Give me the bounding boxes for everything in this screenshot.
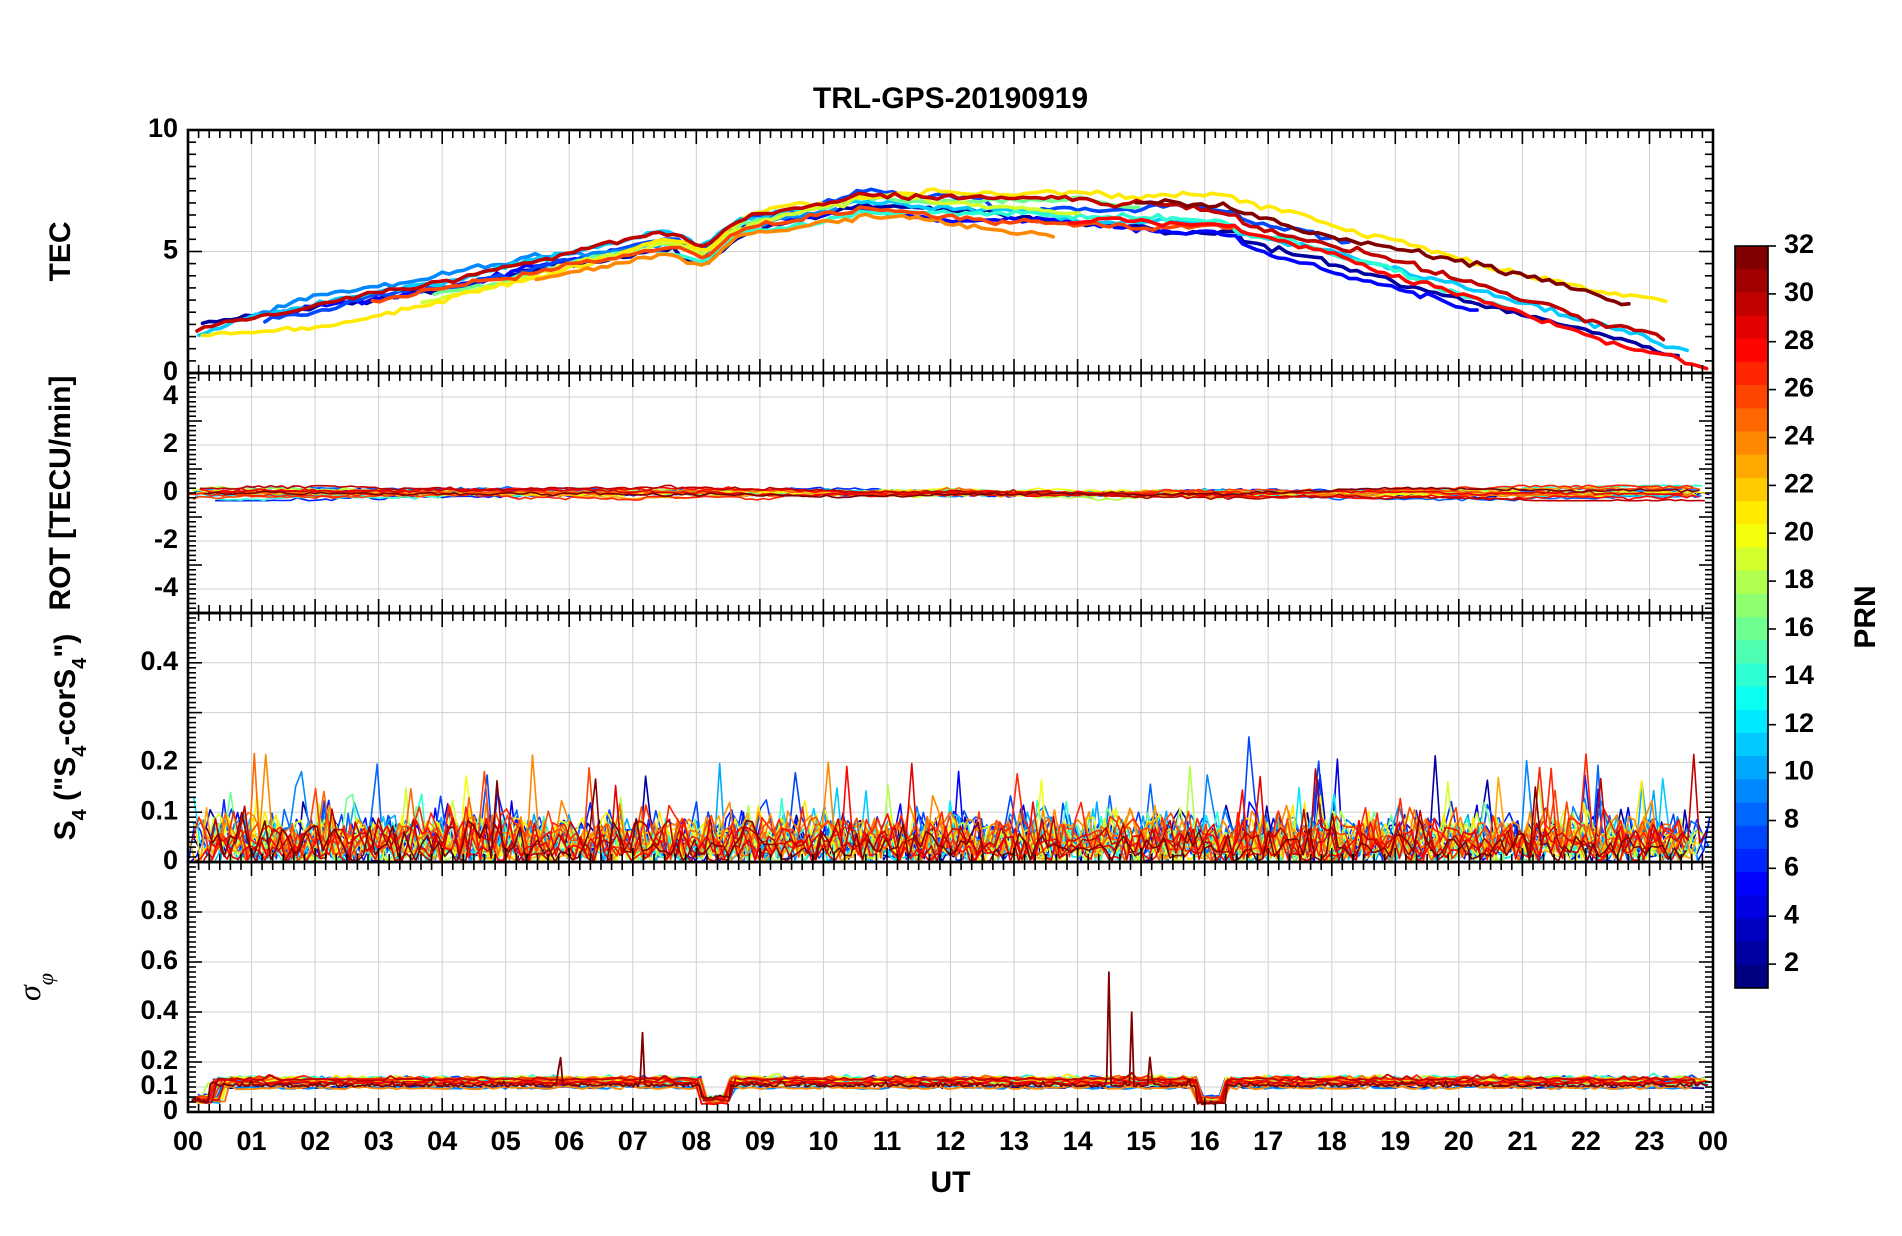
- svg-text:0.6: 0.6: [140, 945, 178, 975]
- svg-text:18: 18: [1784, 564, 1814, 594]
- svg-text:0.2: 0.2: [140, 1045, 178, 1075]
- svg-text:0: 0: [163, 476, 178, 506]
- svg-text:19: 19: [1380, 1126, 1410, 1156]
- svg-text:4: 4: [1784, 899, 1799, 929]
- svg-text:10: 10: [148, 113, 178, 143]
- svg-text:00: 00: [173, 1126, 203, 1156]
- svg-text:03: 03: [364, 1126, 394, 1156]
- svg-text:6: 6: [1784, 851, 1799, 881]
- svg-text:30: 30: [1784, 277, 1814, 307]
- svg-text:05: 05: [491, 1126, 521, 1156]
- svg-text:2: 2: [163, 428, 178, 458]
- svg-text:02: 02: [300, 1126, 330, 1156]
- svg-text:TEC: TEC: [44, 222, 77, 282]
- svg-text:16: 16: [1190, 1126, 1220, 1156]
- svg-text:11: 11: [873, 1126, 902, 1156]
- svg-text:04: 04: [427, 1126, 457, 1156]
- svg-text:-4: -4: [154, 572, 178, 602]
- svg-text:24: 24: [1784, 421, 1814, 451]
- svg-text:-2: -2: [154, 524, 178, 554]
- svg-text:32: 32: [1784, 229, 1814, 259]
- svg-text:2: 2: [1784, 947, 1799, 977]
- svg-text:06: 06: [554, 1126, 584, 1156]
- svg-text:16: 16: [1784, 612, 1814, 642]
- svg-text:PRN: PRN: [1849, 585, 1882, 648]
- svg-text:08: 08: [681, 1126, 711, 1156]
- svg-text:01: 01: [236, 1126, 266, 1156]
- svg-text:0.1: 0.1: [140, 795, 178, 825]
- svg-text:15: 15: [1126, 1126, 1156, 1156]
- svg-text:UT: UT: [931, 1166, 971, 1199]
- svg-text:21: 21: [1507, 1126, 1537, 1156]
- svg-text:14: 14: [1784, 660, 1814, 690]
- svg-text:8: 8: [1784, 804, 1799, 834]
- svg-text:22: 22: [1784, 469, 1814, 499]
- svg-text:09: 09: [745, 1126, 775, 1156]
- svg-text:TRL-GPS-20190919: TRL-GPS-20190919: [813, 82, 1088, 115]
- svg-text:18: 18: [1317, 1126, 1347, 1156]
- svg-text:00: 00: [1698, 1126, 1728, 1156]
- svg-text:0.8: 0.8: [140, 895, 178, 925]
- svg-text:0.2: 0.2: [140, 746, 178, 776]
- svg-text:4: 4: [163, 380, 178, 410]
- svg-text:28: 28: [1784, 325, 1814, 355]
- svg-text:5: 5: [163, 235, 178, 265]
- svg-text:0.4: 0.4: [140, 995, 178, 1025]
- svg-text:0.4: 0.4: [140, 646, 178, 676]
- svg-text:0: 0: [163, 845, 178, 875]
- svg-text:20: 20: [1784, 516, 1814, 546]
- svg-text:ROT [TECU/min]: ROT [TECU/min]: [44, 376, 77, 611]
- svg-text:07: 07: [618, 1126, 648, 1156]
- svg-text:13: 13: [999, 1126, 1029, 1156]
- svg-text:22: 22: [1571, 1126, 1601, 1156]
- svg-text:20: 20: [1444, 1126, 1474, 1156]
- svg-text:17: 17: [1253, 1126, 1283, 1156]
- svg-text:12: 12: [935, 1126, 965, 1156]
- svg-text:12: 12: [1784, 708, 1814, 738]
- svg-text:10: 10: [1784, 756, 1814, 786]
- svg-text:10: 10: [808, 1126, 838, 1156]
- svg-text:26: 26: [1784, 373, 1814, 403]
- svg-text:23: 23: [1634, 1126, 1664, 1156]
- svg-text:14: 14: [1063, 1126, 1093, 1156]
